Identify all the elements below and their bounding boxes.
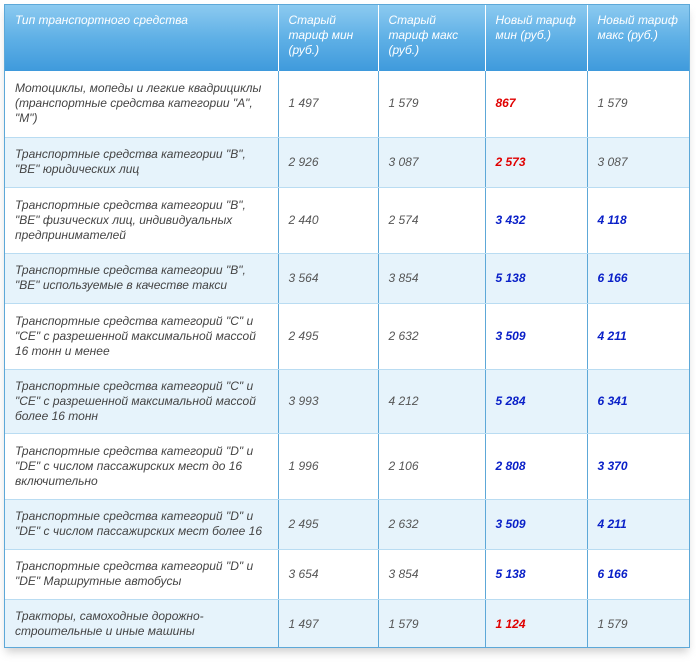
- new-min-cell: 3 509: [485, 499, 588, 550]
- new-min-cell: 867: [485, 71, 588, 138]
- table-row: Транспортные средства категории "B", "BE…: [5, 253, 689, 304]
- old-min-cell: 2 926: [278, 137, 379, 188]
- new-max-cell: 4 211: [587, 303, 689, 370]
- header-new-min: Новый тариф мин (руб.): [485, 5, 588, 71]
- vehicle-type-cell: Транспортные средства категории "B", "BE…: [5, 253, 279, 304]
- old-min-cell: 3 564: [278, 253, 379, 304]
- old-min-cell: 2 495: [278, 499, 379, 550]
- new-max-cell: 4 118: [587, 187, 689, 254]
- header-old-max: Старый тариф макс (руб.): [378, 5, 486, 71]
- vehicle-type-cell: Транспортные средства категорий "C" и "C…: [5, 369, 279, 434]
- tariff-table-frame: Тип транспортного средства Старый тариф …: [4, 4, 690, 648]
- table-row: Транспортные средства категории "B", "BE…: [5, 187, 689, 254]
- table-row: Транспортные средства категорий "D" и "D…: [5, 549, 689, 600]
- vehicle-type-cell: Транспортные средства категорий "D" и "D…: [5, 499, 279, 550]
- new-min-cell: 1 124: [485, 599, 588, 647]
- new-min-cell: 2 573: [485, 137, 588, 188]
- new-min-cell: 3 432: [485, 187, 588, 254]
- old-max-cell: 3 854: [378, 253, 486, 304]
- new-min-cell: 5 284: [485, 369, 588, 434]
- old-max-cell: 1 579: [378, 71, 486, 138]
- header-old-min: Старый тариф мин (руб.): [278, 5, 379, 71]
- vehicle-type-cell: Мотоциклы, мопеды и легкие квадрициклы (…: [5, 71, 279, 138]
- table-row: Транспортные средства категории "B", "BE…: [5, 137, 689, 188]
- new-max-cell: 3 370: [587, 433, 689, 500]
- vehicle-type-cell: Транспортные средства категории "B", "BE…: [5, 187, 279, 254]
- table-row: Транспортные средства категорий "D" и "D…: [5, 499, 689, 550]
- new-max-cell: 1 579: [587, 71, 689, 138]
- new-max-cell: 6 166: [587, 253, 689, 304]
- old-max-cell: 2 574: [378, 187, 486, 254]
- old-max-cell: 2 632: [378, 303, 486, 370]
- old-min-cell: 1 996: [278, 433, 379, 500]
- old-min-cell: 1 497: [278, 599, 379, 647]
- new-max-cell: 6 166: [587, 549, 689, 600]
- vehicle-type-cell: Транспортные средства категорий "C" и "C…: [5, 303, 279, 370]
- vehicle-type-cell: Транспортные средства категории "B", "BE…: [5, 137, 279, 188]
- header-new-max: Новый тариф макс (руб.): [587, 5, 689, 71]
- old-min-cell: 2 440: [278, 187, 379, 254]
- old-max-cell: 3 087: [378, 137, 486, 188]
- table-row: Транспортные средства категорий "D" и "D…: [5, 433, 689, 500]
- new-max-cell: 3 087: [587, 137, 689, 188]
- new-min-cell: 5 138: [485, 253, 588, 304]
- old-max-cell: 3 854: [378, 549, 486, 600]
- vehicle-type-cell: Тракторы, самоходные дорожно-строительны…: [5, 599, 279, 647]
- table-row: Транспортные средства категорий "C" и "C…: [5, 369, 689, 434]
- header-row: Тип транспортного средства Старый тариф …: [5, 5, 689, 71]
- old-min-cell: 3 993: [278, 369, 379, 434]
- old-max-cell: 2 106: [378, 433, 486, 500]
- new-max-cell: 4 211: [587, 499, 689, 550]
- old-max-cell: 1 579: [378, 599, 486, 647]
- table-row: Транспортные средства категорий "C" и "C…: [5, 303, 689, 370]
- tariff-table: Тип транспортного средства Старый тариф …: [5, 5, 689, 647]
- table-row: Тракторы, самоходные дорожно-строительны…: [5, 599, 689, 647]
- vehicle-type-cell: Транспортные средства категорий "D" и "D…: [5, 433, 279, 500]
- old-min-cell: 2 495: [278, 303, 379, 370]
- new-min-cell: 5 138: [485, 549, 588, 600]
- new-min-cell: 3 509: [485, 303, 588, 370]
- new-max-cell: 1 579: [587, 599, 689, 647]
- new-max-cell: 6 341: [587, 369, 689, 434]
- old-min-cell: 3 654: [278, 549, 379, 600]
- header-vehicle-type: Тип транспортного средства: [5, 5, 279, 71]
- table-row: Мотоциклы, мопеды и легкие квадрициклы (…: [5, 71, 689, 138]
- old-min-cell: 1 497: [278, 71, 379, 138]
- vehicle-type-cell: Транспортные средства категорий "D" и "D…: [5, 549, 279, 600]
- old-max-cell: 2 632: [378, 499, 486, 550]
- new-min-cell: 2 808: [485, 433, 588, 500]
- old-max-cell: 4 212: [378, 369, 486, 434]
